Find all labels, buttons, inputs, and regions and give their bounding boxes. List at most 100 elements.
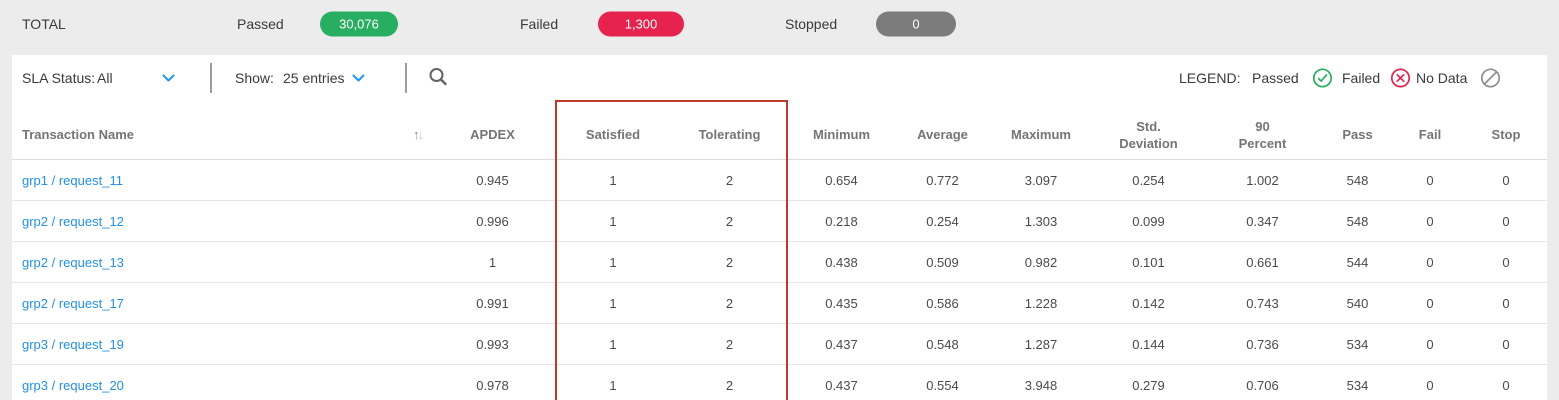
search-icon[interactable] [428,66,448,89]
value-cell: 2 [725,377,734,393]
toolbar-divider [405,62,407,93]
value-cell: 0.218 [825,213,858,229]
transaction-name-cell: grp2 / request_13 [12,242,430,282]
value-cell: 0.438 [825,254,858,270]
transaction-link[interactable]: grp3 / request_19 [22,336,124,352]
transaction-link[interactable]: grp1 / request_11 [22,172,123,188]
legend-label: LEGEND: [1179,69,1241,86]
x-circle-icon [1390,67,1411,88]
results-panel: SLA Status: All Show: 25 entries LEGEND:… [12,55,1547,400]
table-row: grp2 / request_12 0.996 1 2 0.218 0.254 … [12,201,1547,242]
sla-status-dropdown[interactable]: All [97,69,113,86]
chevron-down-icon[interactable] [352,70,365,86]
transaction-link[interactable]: grp2 / request_13 [22,254,124,270]
table-body: grp1 / request_11 0.945 1 2 0.654 0.772 … [12,160,1547,400]
value-cell: 1 [609,295,617,311]
value-cell: 0 [1502,213,1510,229]
value-cell: 0 [1426,377,1434,393]
value-cell: 0.435 [825,295,858,311]
stopped-label: Stopped [785,15,838,32]
value-cell: 0.996 [476,213,509,229]
stopped-count: 0 [912,16,920,31]
value-cell: 0.706 [1246,377,1279,393]
total-label: TOTAL [22,15,66,32]
value-cell: 0.993 [476,336,509,352]
legend-passed-label: Passed [1252,69,1299,86]
sort-icon[interactable]: ↑↓ [413,127,424,143]
column-header-pass: Pass [1342,127,1373,143]
value-cell: 1.287 [1024,336,1058,352]
value-cell: 534 [1346,377,1369,393]
column-header-average: Average [917,127,968,143]
value-cell: 540 [1346,295,1369,311]
column-header-satisfied: Satisfied [585,127,641,143]
value-cell: 0.437 [825,336,858,352]
value-cell: 0.991 [476,295,509,311]
value-cell: 1 [609,213,617,229]
value-cell: 1 [609,336,617,352]
value-cell: 0.945 [476,172,509,188]
legend-nodata-label: No Data [1416,69,1468,86]
failed-label: Failed [520,15,559,32]
value-cell: 0.978 [476,377,509,393]
value-cell: 2 [725,254,734,270]
value-cell: 0.661 [1246,254,1279,270]
value-cell: 0.101 [1132,254,1165,270]
table-row: grp1 / request_11 0.945 1 2 0.654 0.772 … [12,160,1547,201]
chevron-down-icon[interactable] [162,70,175,86]
transaction-name-cell: grp3 / request_19 [12,324,430,364]
value-cell: 2 [725,213,734,229]
value-cell: 0 [1426,172,1434,188]
transaction-link[interactable]: grp2 / request_12 [22,213,124,229]
value-cell: 3.948 [1024,377,1058,393]
failed-count: 1,300 [624,16,658,31]
value-cell: 0.099 [1132,213,1165,229]
column-header-minimum: Minimum [812,127,871,143]
summary-pill: 0 [876,11,956,36]
column-header-std-deviation: Std. Deviation [1119,118,1178,151]
value-cell: 0.509 [926,254,959,270]
value-cell: 0.554 [926,377,959,393]
value-cell: 1.228 [1024,295,1058,311]
toolbar-divider [210,62,212,93]
table-toolbar: SLA Status: All Show: 25 entries LEGEND:… [12,55,1547,100]
value-cell: 0.142 [1132,295,1165,311]
value-cell: 3.097 [1024,172,1058,188]
value-cell: 0.254 [1132,172,1165,188]
show-entries-dropdown[interactable]: 25 entries [283,69,345,86]
column-header-tolerating: Tolerating [698,127,761,143]
value-cell: 544 [1346,254,1369,270]
value-cell: 0.279 [1132,377,1165,393]
value-cell: 1.002 [1246,172,1279,188]
value-cell: 0 [1426,213,1434,229]
value-cell: 0 [1502,254,1510,270]
transaction-name-cell: grp2 / request_17 [12,283,430,323]
value-cell: 0 [1502,336,1510,352]
value-cell: 1 [609,172,617,188]
value-cell: 1 [488,254,497,270]
transaction-link[interactable]: grp2 / request_17 [22,295,124,311]
value-cell: 0 [1502,295,1510,311]
value-cell: 2 [725,336,734,352]
transaction-name-cell: grp3 / request_20 [12,365,430,400]
value-cell: 0.144 [1132,336,1165,352]
value-cell: 0 [1426,295,1434,311]
table-header-row: Transaction Name ↑↓ APDEX Satisfied Tole… [12,100,1547,160]
table-row: grp2 / request_13 1 1 2 0.438 0.509 0.98… [12,242,1547,283]
summary-pill: 30,076 [320,11,398,36]
transaction-name-cell: grp1 / request_11 [12,160,430,200]
value-cell: 0.736 [1246,336,1279,352]
column-header-transaction-name[interactable]: Transaction Name ↑↓ [22,127,424,143]
transaction-name-cell: grp2 / request_12 [12,201,430,241]
column-header-fail: Fail [1418,127,1442,143]
transaction-link[interactable]: grp3 / request_20 [22,377,124,393]
value-cell: 0.347 [1246,213,1279,229]
value-cell: 0 [1502,172,1510,188]
value-cell: 0.254 [926,213,959,229]
legend-failed-label: Failed [1342,69,1381,86]
value-cell: 2 [725,172,734,188]
value-cell: 548 [1346,172,1369,188]
column-header-90-percent: 90 Percent [1238,118,1287,151]
passed-label: Passed [237,15,284,32]
value-cell: 1 [609,254,617,270]
